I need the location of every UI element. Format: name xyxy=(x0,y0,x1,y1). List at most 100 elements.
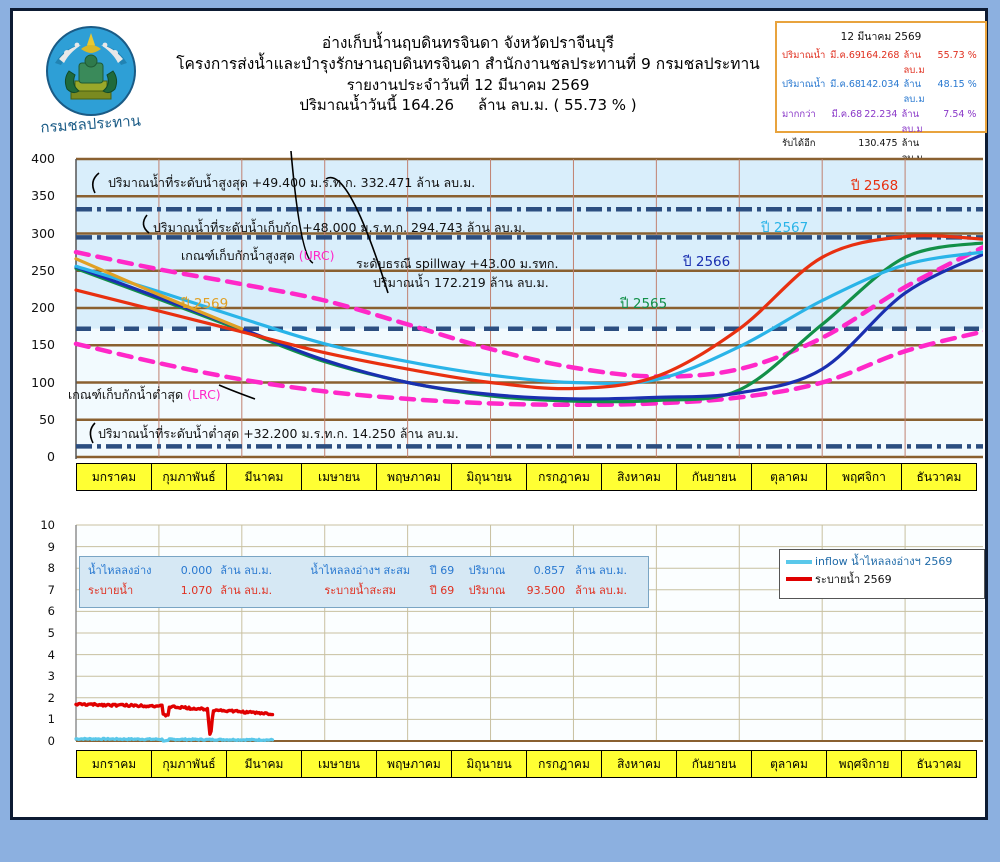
inflow-release-legend: inflow น้ำไหลลงอ่างฯ 2569 ระบายน้ำ 2569 xyxy=(779,549,985,599)
month-cell[interactable]: กรกฎาคม xyxy=(526,463,602,491)
month-cell[interactable]: สิงหาคม xyxy=(601,463,677,491)
month-cell[interactable]: พฤศจิกา xyxy=(826,463,902,491)
info-row-unit: ล้าน ลบ.ม xyxy=(903,79,925,106)
info-row-percent: 7.54 xyxy=(943,108,965,120)
annotation-min-water-level: ปริมาณน้ำที่ระดับน้ำต่ำสุด +32.200 ม.ร.ท… xyxy=(98,426,459,441)
inflow-release-summary-box: น้ำไหลลงอ่าง 0.000 ล้าน ลบ.ม. น้ำไหลลงอ่… xyxy=(79,556,649,608)
month-cell[interactable]: มีนาคม xyxy=(226,750,302,778)
year-series-label: ปี 2568 xyxy=(851,178,899,194)
month-cell[interactable]: สิงหาคม xyxy=(601,750,677,778)
inflow-cumulative-value: 0.857 xyxy=(533,564,566,577)
year-series-label: ปี 2569 xyxy=(181,296,229,312)
info-row-label: รับได้อีก xyxy=(782,138,816,150)
inflow-unit: ล้าน ลบ.ม. xyxy=(220,564,273,577)
series-line xyxy=(74,257,244,331)
y-axis-tick-label: 300 xyxy=(31,225,55,241)
info-row-percent-symbol: % xyxy=(967,108,977,120)
y-axis-tick-label-lower: 1 xyxy=(47,712,55,727)
series-line xyxy=(73,242,991,379)
lrc-label: เกณฑ์เก็บกักน้ำต่ำสุด xyxy=(68,387,184,402)
y-axis-tick-label-lower: 7 xyxy=(47,582,55,597)
y-axis-tick-label-lower: 6 xyxy=(47,604,55,619)
release-cumulative-value: 93.500 xyxy=(526,584,566,598)
month-cell[interactable]: พฤศจิกาย xyxy=(826,750,902,778)
y-axis-tick-label: 200 xyxy=(31,300,55,315)
month-cell[interactable]: เมษายน xyxy=(301,750,377,778)
info-row-percent: 55.73 xyxy=(937,50,965,61)
month-cell[interactable]: ธันวาคม xyxy=(901,750,977,778)
release-cumulative-qty-label: ปริมาณ xyxy=(468,584,506,598)
today-volume-value: 164.26 xyxy=(401,96,455,115)
today-volume-label: ปริมาณน้ำวันนี้ xyxy=(299,96,397,115)
month-cell[interactable]: กันยายน xyxy=(676,750,752,778)
inflow-cumulative-qty-label: ปริมาณ xyxy=(468,564,506,577)
annotation-leader-arrow xyxy=(325,176,389,294)
annotation-leader-arrow xyxy=(288,126,314,264)
year-series-label: ปี 2567 xyxy=(761,220,809,236)
info-row-value: 130.475 xyxy=(858,138,898,150)
info-row-month: มี.ค.69 xyxy=(830,50,861,61)
month-cell[interactable]: ตุลาคม xyxy=(751,463,827,491)
inflow-value: 0.000 xyxy=(180,564,213,577)
series-line xyxy=(74,249,990,386)
month-cell[interactable]: กุมภาพันธ์ xyxy=(151,750,227,778)
info-row-label: ปริมาณน้ำ xyxy=(782,50,826,61)
y-axis-tick-label-lower: 2 xyxy=(47,690,55,705)
info-row-month: มี.ค.68 xyxy=(831,108,863,120)
month-cell[interactable]: พฤษภาคม xyxy=(376,750,452,778)
page-title: อ่างเก็บน้ำนฤบดินทรจินดา จังหวัดปราจีนบุ… xyxy=(163,33,773,115)
legend-color-swatch xyxy=(786,559,812,564)
annotation-lrc: เกณฑ์เก็บกักน้ำต่ำสุด (LRC) xyxy=(68,385,221,405)
month-axis-upper: มกราคม กุมภาพันธ์ มีนาคม เมษายน พฤษภาคม มิถุน… xyxy=(76,463,977,491)
month-cell[interactable]: พฤษภาคม xyxy=(376,463,452,491)
month-cell[interactable]: ธันวาคม xyxy=(901,463,977,491)
month-cell[interactable]: มิถุนายน xyxy=(451,750,527,778)
reservoir-volume-plot xyxy=(73,126,991,459)
info-box-row: ปริมาณน้ำ มี.ค.68 142.034 ล้าน ลบ.ม 48.15% xyxy=(777,78,985,107)
month-cell[interactable]: มิถุนายน xyxy=(451,463,527,491)
annotation-leader-arrow xyxy=(91,172,100,194)
inflow-series-line xyxy=(74,736,275,743)
title-line-2: โครงการส่งน้ำและบำรุงรักษานฤบดินทรจินดา … xyxy=(176,54,760,73)
annotation-max-water-level: ปริมาณน้ำที่ระดับน้ำสูงสุด +49.400 ม.ร.ท… xyxy=(108,175,476,190)
info-row-month: มี.ค.68 xyxy=(830,79,861,91)
release-cumulative-unit: ล้าน ลบ.ม. xyxy=(575,584,627,598)
title-line-1: อ่างเก็บน้ำนฤบดินทรจินดา จังหวัดปราจีนบุ… xyxy=(321,34,615,52)
release-value: 1.070 xyxy=(180,584,213,598)
info-row-percent-symbol: % xyxy=(967,79,977,91)
y-axis-tick-label-lower: 5 xyxy=(47,626,55,640)
urc-label: เกณฑ์เก็บกักน้ำสูงสุด xyxy=(181,248,295,263)
reservoir-volume-chart xyxy=(23,126,991,501)
y-axis-tick-label: 150 xyxy=(31,337,55,353)
release-cumulative-year: ปี 69 xyxy=(429,584,455,598)
annotation-spillway-level: ระดับธรณี spillway +43.00 ม.รทก. xyxy=(356,256,559,271)
month-cell[interactable]: มกราคม xyxy=(76,750,152,778)
annotation-leader-arrow xyxy=(142,214,150,234)
today-volume-percent: ( 55.73 % ) xyxy=(553,96,637,115)
year-series-label: ปี 2565 xyxy=(620,296,668,312)
month-cell[interactable]: ตุลาคม xyxy=(751,750,827,778)
annotation-urc: เกณฑ์เก็บกักน้ำสูงสุด (URC) xyxy=(181,246,334,266)
logo-caption-text: กรมชลประทาน xyxy=(40,112,142,137)
legend-item: ระบายน้ำ 2569 xyxy=(786,571,978,589)
info-row-value: 22.234 xyxy=(864,108,898,120)
month-cell[interactable]: กรกฎาคม xyxy=(526,750,602,778)
release-summary-row: ระบายน้ำ 1.070 ล้าน ลบ.ม. ระบายน้ำสะสม ป… xyxy=(88,581,640,601)
y-axis-tick-label: 400 xyxy=(31,151,55,166)
month-cell[interactable]: มีนาคม xyxy=(226,463,302,491)
summary-info-box: 12 มีนาคม 2569 ปริมาณน้ำ มี.ค.69 164.268 ล้… xyxy=(775,21,987,164)
y-axis-tick-label: 100 xyxy=(31,374,55,390)
info-row-percent-symbol: % xyxy=(967,50,977,61)
inflow-summary-row: น้ำไหลลงอ่าง 0.000 ล้าน ลบ.ม. น้ำไหลลงอ่… xyxy=(88,561,640,581)
annotation-leader-arrow xyxy=(218,384,256,400)
annotation-normal-storage-level: ปริมาณน้ำที่ระดับน้ำเก็บกัก +48.000 ม.ร.… xyxy=(153,220,526,235)
month-cell[interactable]: เมษายน xyxy=(301,463,377,491)
legend-color-swatch xyxy=(786,577,812,582)
month-cell[interactable]: กุมภาพันธ์ xyxy=(151,463,227,491)
month-cell[interactable]: มกราคม xyxy=(76,463,152,491)
info-row-label: ปริมาณน้ำ xyxy=(782,79,826,91)
info-box-date: 12 มีนาคม 2569 xyxy=(840,31,922,43)
year-series-label: ปี 2566 xyxy=(683,254,731,270)
series-line xyxy=(74,234,990,391)
month-cell[interactable]: กันยายน xyxy=(676,463,752,491)
